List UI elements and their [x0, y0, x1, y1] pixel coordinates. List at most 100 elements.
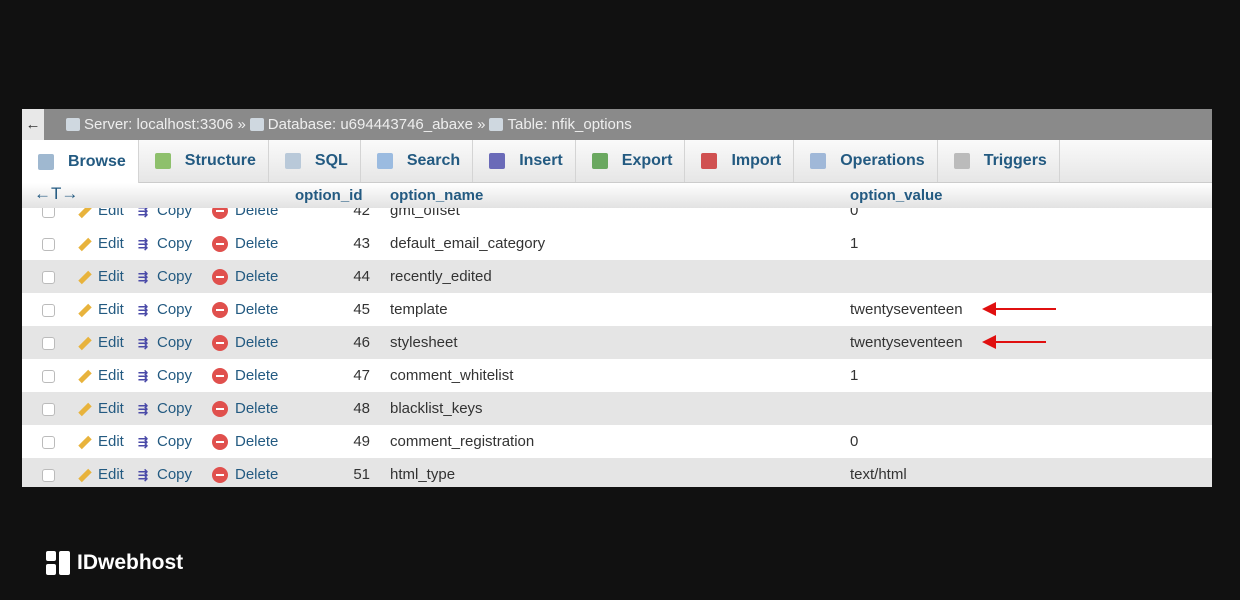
delete-icon	[212, 434, 228, 451]
option-name-cell: stylesheet	[390, 334, 458, 351]
row-checkbox[interactable]	[42, 238, 55, 251]
edit-link[interactable]: Edit	[78, 433, 124, 450]
delete-icon	[212, 236, 228, 253]
delete-link[interactable]: Delete	[212, 301, 278, 319]
edit-label: Edit	[98, 400, 124, 417]
row-checkbox[interactable]	[42, 304, 55, 317]
phpmyadmin-panel: ← Server: localhost:3306 » Database: u69…	[22, 109, 1212, 487]
tab-label: Structure	[184, 152, 256, 169]
edit-link[interactable]: Edit	[78, 268, 124, 285]
edit-label: Edit	[98, 334, 124, 351]
tab-label: Operations	[840, 152, 925, 169]
tab-bar: Browse Structure SQL Search Insert Export Impo…	[22, 140, 1212, 184]
tab-label: Browse	[68, 153, 126, 170]
back-button[interactable]: ←	[22, 109, 44, 140]
tab-structure[interactable]: Structure	[139, 140, 269, 182]
copy-label: Copy	[157, 367, 193, 384]
tab-label: Search	[406, 152, 461, 169]
copy-link[interactable]: ⇶ Copy	[138, 400, 192, 417]
copy-icon: ⇶	[138, 468, 149, 483]
tab-triggers[interactable]: Triggers	[938, 140, 1060, 182]
red-arrow-annotation	[982, 335, 1046, 349]
tab-sql[interactable]: SQL	[269, 140, 361, 182]
tab-search[interactable]: Search	[361, 140, 474, 182]
delete-link[interactable]: Delete	[212, 400, 279, 418]
row-checkbox[interactable]	[42, 403, 55, 416]
table-row: Edit ⇶ Copy Delete 43 default_email_categ…	[22, 227, 1212, 260]
copy-link[interactable]: ⇶ Copy	[138, 367, 192, 384]
option-id-cell: 49	[353, 433, 370, 450]
breadcrumb-server[interactable]: Server: localhost:3306	[84, 116, 234, 133]
copy-link[interactable]: ⇶ Copy	[138, 301, 192, 318]
edit-link[interactable]: Edit	[78, 334, 124, 351]
copy-link[interactable]: ⇶ Copy	[138, 466, 192, 483]
copy-link[interactable]: ⇶ Copy	[138, 334, 192, 351]
option-name-cell: recently_edited	[390, 268, 492, 285]
tab-import[interactable]: Import	[685, 140, 795, 182]
copy-icon: ⇶	[138, 270, 149, 285]
copy-link[interactable]: ⇶ Copy	[138, 433, 192, 450]
edit-link[interactable]: Edit	[78, 235, 124, 252]
pencil-icon	[78, 468, 92, 482]
server-icon	[66, 118, 80, 131]
breadcrumb-database[interactable]: Database: u694443746_abaxe	[267, 116, 473, 133]
row-checkbox[interactable]	[42, 436, 55, 449]
import-icon	[701, 153, 718, 169]
delete-link[interactable]: Delete	[212, 268, 278, 286]
edit-link[interactable]: Edit	[78, 367, 124, 384]
edit-label: Edit	[98, 466, 124, 483]
option-id-cell: 48	[353, 400, 370, 417]
delete-link[interactable]: Delete	[212, 466, 279, 484]
copy-icon: ⇶	[138, 303, 149, 318]
column-option-value[interactable]: option_value	[850, 187, 943, 204]
copy-label: Copy	[157, 400, 193, 417]
edit-link[interactable]: Edit	[78, 466, 124, 483]
tab-browse[interactable]: Browse	[22, 140, 139, 184]
column-option-name[interactable]: option_name	[390, 187, 484, 204]
copy-link[interactable]: ⇶ Copy	[138, 268, 192, 285]
brand-name: IDwebhost	[77, 551, 184, 574]
delete-label: Delete	[235, 400, 279, 417]
table-row: Edit ⇶ Copy Delete 47 comment_whitelist 1	[22, 359, 1212, 392]
delete-label: Delete	[235, 433, 279, 450]
pencil-icon	[78, 402, 92, 416]
column-resize-arrows[interactable]: ←T→	[34, 184, 79, 203]
row-checkbox[interactable]	[42, 271, 55, 284]
edit-link[interactable]: Edit	[78, 301, 124, 318]
delete-link[interactable]: Delete	[212, 367, 279, 385]
search-icon	[376, 153, 393, 169]
delete-icon	[212, 368, 228, 385]
copy-icon: ⇶	[138, 402, 149, 417]
row-checkbox[interactable]	[42, 337, 55, 350]
browse-icon	[38, 154, 54, 170]
pencil-icon	[78, 303, 92, 317]
delete-link[interactable]: Delete	[212, 433, 279, 451]
copy-icon: ⇶	[138, 435, 149, 450]
copy-link[interactable]: ⇶ Copy	[138, 235, 192, 252]
copy-label: Copy	[157, 466, 193, 483]
column-option-id[interactable]: option_id	[295, 187, 363, 204]
delete-label: Delete	[235, 235, 279, 252]
tab-export[interactable]: Export	[576, 140, 686, 182]
insert-icon	[489, 153, 506, 169]
option-id-cell: 44	[353, 268, 370, 285]
breadcrumb-table[interactable]: Table: nfik_options	[507, 116, 632, 133]
copy-icon: ⇶	[138, 369, 149, 384]
database-icon	[249, 118, 264, 131]
tab-insert[interactable]: Insert	[473, 140, 576, 182]
tab-operations[interactable]: Operations	[794, 140, 938, 182]
row-checkbox[interactable]	[42, 370, 55, 383]
pencil-icon	[78, 435, 92, 449]
tab-label: SQL	[314, 152, 348, 169]
delete-label: Delete	[235, 466, 279, 483]
option-id-cell: 45	[353, 301, 370, 318]
delete-link[interactable]: Delete	[212, 235, 279, 253]
row-checkbox[interactable]	[42, 469, 55, 482]
delete-icon	[212, 467, 228, 484]
delete-link[interactable]: Delete	[212, 334, 278, 352]
wrench-icon	[810, 153, 827, 169]
idwebhost-logo-icon	[46, 551, 70, 575]
delete-label: Delete	[235, 367, 279, 384]
edit-link[interactable]: Edit	[78, 400, 124, 417]
option-id-cell: 43	[353, 235, 370, 252]
